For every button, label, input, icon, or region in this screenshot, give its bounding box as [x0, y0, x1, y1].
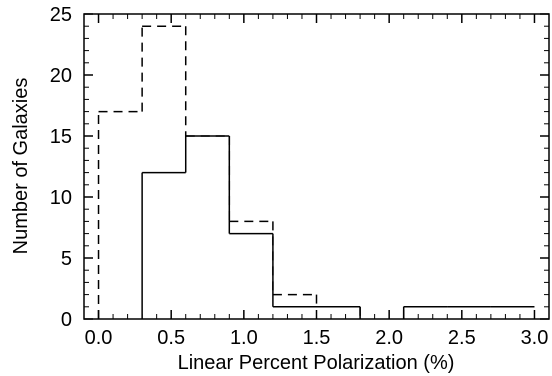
y-tick-label: 25	[50, 4, 72, 26]
x-tick-label: 0.5	[157, 327, 185, 349]
y-tick-label: 5	[61, 248, 72, 270]
solid-series	[141, 135, 535, 319]
x-tick-label: 0.0	[85, 327, 113, 349]
y-tick-label: 10	[50, 187, 72, 209]
y-tick-label: 0	[61, 309, 72, 331]
x-tick-label: 1.0	[230, 327, 258, 349]
x-tick-label: 2.0	[375, 327, 403, 349]
x-axis-title: Linear Percent Polarization (%)	[178, 352, 455, 374]
dashed-series	[97, 25, 535, 319]
series-layer	[97, 25, 535, 319]
y-tick-label: 20	[50, 65, 72, 87]
x-tick-label: 1.5	[303, 327, 331, 349]
x-tick-label: 2.5	[448, 327, 476, 349]
plot-frame	[83, 13, 550, 320]
x-axis-ticks: 0.0 0.5 1.0 1.5 2.0 2.5 3.0	[83, 14, 550, 349]
x-tick-label: 3.0	[521, 327, 549, 349]
y-tick-label: 15	[50, 126, 72, 148]
y-axis-title: Number of Galaxies	[10, 78, 32, 255]
y-axis-ticks: 0 5 10 15 20 25	[50, 4, 549, 331]
